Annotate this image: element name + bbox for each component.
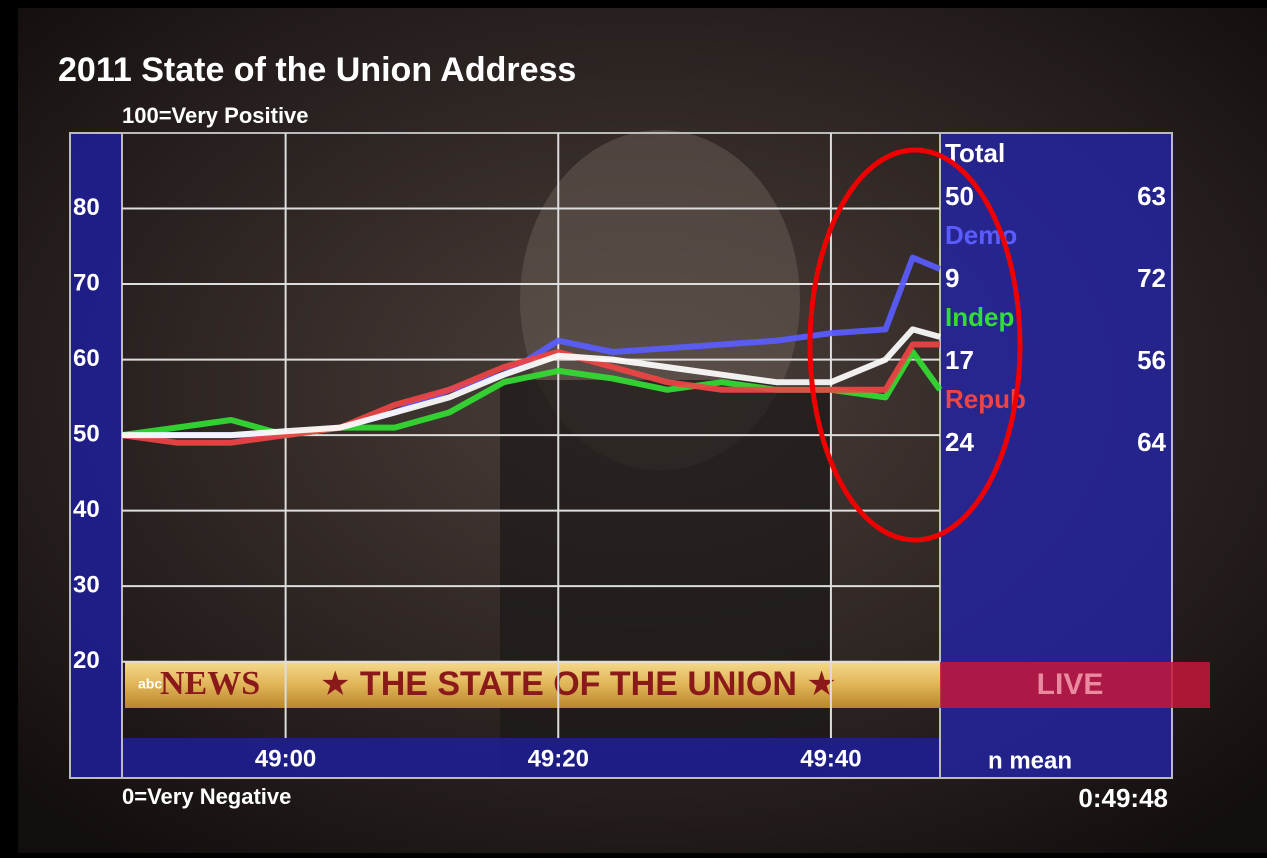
person-suit <box>500 380 830 780</box>
live-banner <box>940 662 1210 708</box>
x-axis-panel <box>122 738 940 778</box>
y-tick-label: 50 <box>73 420 100 447</box>
y-tick-label: 20 <box>73 647 100 674</box>
banner-logo: abc <box>138 676 162 692</box>
highlight-ellipse <box>807 147 1023 543</box>
legend-mean: 63 <box>1137 181 1166 211</box>
series-line <box>122 326 941 439</box>
top-note: 100=Very Positive <box>122 103 309 128</box>
legend-mean: 64 <box>1137 427 1166 457</box>
series-line <box>121 341 940 446</box>
y-tick-label: 80 <box>73 194 100 221</box>
x-tick-label: 49:40 <box>800 745 861 772</box>
timestamp: 0:49:48 <box>1078 783 1168 813</box>
y-axis-panel <box>70 133 122 778</box>
banner-live: LIVE <box>1037 668 1104 701</box>
x-tick-label: 49:20 <box>528 745 589 772</box>
banner-network: NEWS <box>160 665 260 702</box>
x-tick-label: 49:00 <box>255 745 316 772</box>
legend-n: 9 <box>945 263 959 293</box>
summary-header: n mean <box>988 747 1072 774</box>
legend-n: 50 <box>945 181 974 211</box>
legend-n: 24 <box>945 427 974 457</box>
legend-mean: 56 <box>1137 345 1166 375</box>
chart-title: 2011 State of the Union Address <box>58 51 576 89</box>
banner-text: ★ THE STATE OF THE UNION ★ <box>320 665 837 703</box>
legend-name: Indep <box>945 302 1014 332</box>
y-tick-label: 60 <box>73 345 100 372</box>
y-tick-label: 40 <box>73 496 100 523</box>
legend-n: 17 <box>945 345 974 375</box>
lines <box>121 254 943 446</box>
plot-frame <box>69 132 1173 779</box>
bottom-note: 0=Very Negative <box>122 784 291 809</box>
y-tick-label: 70 <box>73 269 100 296</box>
legend-mean: 72 <box>1137 263 1166 293</box>
y-tick-label: 30 <box>73 572 100 599</box>
news-banner <box>125 662 940 708</box>
